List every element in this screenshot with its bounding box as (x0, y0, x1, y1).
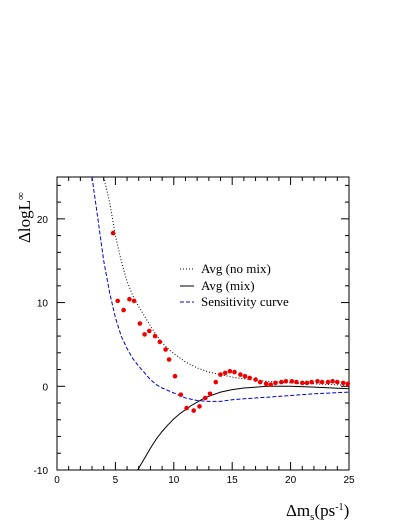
legend-label-mix: Avg (mix) (201, 278, 255, 293)
y-tick-label: 10 (37, 299, 49, 310)
data-point (279, 379, 284, 385)
series-line-1 (137, 385, 349, 470)
x-tick-label: 25 (343, 475, 355, 486)
data-point (340, 380, 346, 386)
y-tick-label: -10 (34, 466, 49, 477)
data-point (300, 380, 305, 386)
y-tick-label: 0 (42, 382, 48, 393)
y-tick-label: 20 (37, 215, 49, 226)
data-point (131, 298, 137, 304)
data-point (268, 382, 274, 387)
data-point (137, 321, 143, 326)
x-axis-title-unit-sup: -1 (335, 502, 343, 513)
data-point (345, 381, 351, 387)
data-point (227, 368, 233, 374)
y-axis-title-main: ΔlogL (15, 200, 34, 243)
data-point (309, 379, 314, 385)
data-point (203, 395, 208, 401)
data-point (115, 298, 120, 304)
data-point (142, 332, 147, 337)
data-point (238, 372, 243, 377)
data-point (315, 379, 320, 384)
data-point (304, 380, 310, 386)
x-tick-label: 20 (285, 475, 297, 486)
x-tick-label: 10 (168, 475, 180, 486)
data-point (147, 328, 152, 334)
plot-frame (56, 176, 350, 471)
x-tick-label: 5 (113, 475, 119, 486)
data-point (218, 372, 223, 377)
data-point (263, 381, 269, 387)
series-line-0 (103, 177, 349, 386)
points-layer (110, 230, 351, 413)
data-point (178, 392, 184, 398)
data-point (127, 296, 132, 302)
data-point (325, 379, 331, 385)
data-point (253, 377, 258, 382)
data-point (247, 375, 252, 381)
series-line-2 (91, 177, 349, 402)
data-point (172, 373, 178, 379)
data-point (110, 230, 116, 236)
legend: Avg (no mix) Avg (mix) Sensitivity curve (180, 261, 289, 309)
data-point (273, 380, 278, 386)
data-point (283, 379, 289, 384)
data-point (191, 408, 196, 413)
data-point (166, 357, 172, 362)
data-point (335, 379, 340, 385)
legend-label-no-mix: Avg (no mix) (201, 261, 271, 276)
data-point (152, 333, 158, 339)
legend-label-sensitivity: Sensitivity curve (201, 294, 289, 309)
series-layer (91, 177, 349, 470)
data-point (163, 347, 168, 352)
y-axis-title-sup: ∞ (15, 192, 27, 200)
x-axis-title-sub: s (310, 511, 314, 523)
data-point (184, 405, 189, 411)
x-axis-title-unit-close: ) (344, 501, 350, 520)
y-axis-title: ΔlogL∞ (15, 192, 34, 243)
data-point (330, 379, 335, 384)
data-point (157, 339, 163, 345)
data-point (121, 307, 126, 313)
data-point (289, 379, 295, 384)
data-point (207, 391, 213, 397)
data-point (319, 379, 325, 385)
data-point (213, 379, 219, 385)
data-point (242, 373, 248, 379)
axis-ticks: 0 5 10 15 20 25 -10 0 10 20 (34, 177, 355, 486)
data-point (257, 379, 263, 385)
data-point (294, 379, 299, 385)
data-point (222, 370, 228, 376)
data-point (232, 369, 237, 375)
data-point (197, 404, 202, 409)
x-axis-title-main: Δm (286, 501, 310, 520)
x-axis-title-unit: (ps (314, 501, 335, 520)
x-axis-title: Δms(ps-1) (286, 501, 349, 523)
x-tick-label: 15 (227, 475, 239, 486)
x-tick-label: 0 (54, 475, 60, 486)
